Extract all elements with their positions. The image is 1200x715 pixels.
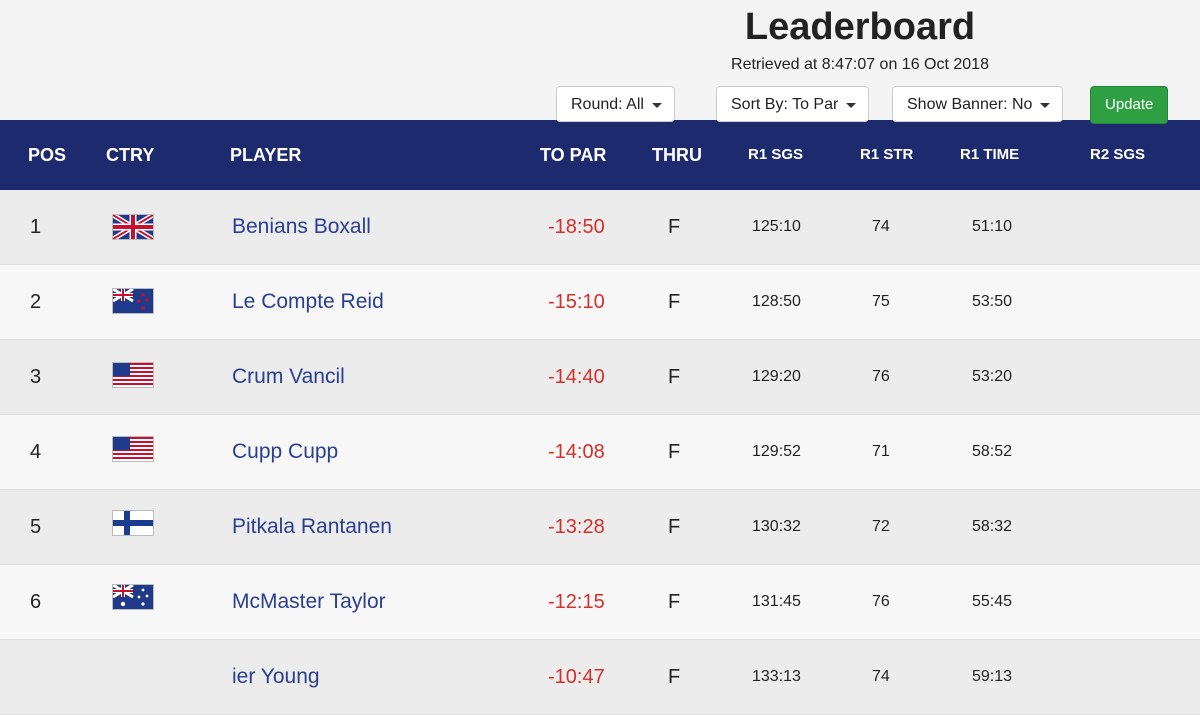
thru: F bbox=[668, 516, 681, 538]
round-select[interactable]: Round: All bbox=[556, 86, 675, 122]
flag-cell bbox=[112, 486, 156, 560]
flag-cell bbox=[112, 560, 156, 634]
col-r1-sgs: R1 SGS bbox=[748, 146, 804, 163]
player-name[interactable]: Cupp Cupp bbox=[232, 440, 339, 463]
col-thru: THRU bbox=[652, 145, 702, 165]
r1-time: 58:52 bbox=[972, 443, 1013, 460]
to-par: -14:40 bbox=[548, 366, 605, 388]
table-row[interactable]: 1 Benians Boxall -18:50 F 125:10 74 51:10 bbox=[0, 190, 1200, 265]
col-ctry: CTRY bbox=[106, 145, 155, 165]
update-button[interactable]: Update bbox=[1090, 86, 1169, 124]
to-par: -12:15 bbox=[548, 591, 605, 613]
flag-us bbox=[112, 436, 154, 462]
player-name[interactable]: Pitkala Rantanen bbox=[232, 515, 392, 538]
r1-time: 53:50 bbox=[972, 293, 1013, 310]
thru: F bbox=[668, 666, 681, 688]
to-par: -13:28 bbox=[548, 516, 605, 538]
col-r2-sgs: R2 SGS bbox=[1090, 146, 1146, 163]
page-title: Leaderboard bbox=[744, 6, 976, 48]
r1-sgs: 133:13 bbox=[752, 668, 801, 685]
table-row[interactable]: 6 McMaster Taylor -12:15 F 131:45 76 55:45 bbox=[0, 565, 1200, 640]
player-name[interactable]: Crum Vancil bbox=[232, 365, 345, 388]
to-par: -15:10 bbox=[548, 291, 605, 313]
r1-sgs: 130:32 bbox=[752, 518, 801, 535]
player-name[interactable]: McMaster Taylor bbox=[232, 590, 386, 613]
table-header: POS CTRY PLAYER TO PAR THRU R1 SGS R1 ST… bbox=[0, 120, 1200, 190]
flag-us bbox=[112, 362, 154, 388]
r1-time: 58:32 bbox=[972, 518, 1013, 535]
r1-str: 74 bbox=[872, 668, 890, 685]
retrieved-time: Retrieved at 8:47:07 on 16 Oct 2018 bbox=[731, 56, 989, 73]
player-name[interactable]: ier Young bbox=[232, 665, 320, 688]
r1-str: 76 bbox=[872, 368, 890, 385]
to-par: -18:50 bbox=[548, 216, 605, 238]
table-row[interactable]: 5 Pitkala Rantanen -13:28 F 130:32 72 58:32 bbox=[0, 490, 1200, 565]
table-row[interactable]: ier Young -10:47 F 133:13 74 59:13 bbox=[0, 640, 1200, 715]
flag-nz bbox=[112, 288, 154, 314]
thru: F bbox=[668, 291, 681, 313]
thru: F bbox=[668, 591, 681, 613]
r1-time: 53:20 bbox=[972, 368, 1013, 385]
pos-cell: 1 bbox=[30, 216, 42, 238]
pos-cell: 3 bbox=[30, 366, 42, 388]
pos-cell: 6 bbox=[30, 591, 42, 613]
flag-cell bbox=[112, 264, 156, 338]
table-row[interactable]: 4 Cupp Cupp -14:08 F 129:52 71 58:52 bbox=[0, 415, 1200, 490]
player-name[interactable]: Benians Boxall bbox=[232, 215, 371, 238]
flag-fi bbox=[112, 510, 154, 536]
r1-time: 51:10 bbox=[972, 218, 1013, 235]
table-body: 1 Benians Boxall -18:50 F 125:10 74 51:10 2 Le C… bbox=[0, 190, 1200, 715]
flag-cell bbox=[112, 412, 156, 486]
r1-time: 59:13 bbox=[972, 668, 1013, 685]
r1-sgs: 128:50 bbox=[752, 293, 801, 310]
pos-cell: 5 bbox=[30, 516, 42, 538]
sort-select[interactable]: Sort By: To Par bbox=[716, 86, 870, 122]
r1-sgs: 131:45 bbox=[752, 593, 801, 610]
flag-cell bbox=[112, 190, 156, 264]
to-par: -10:47 bbox=[548, 666, 605, 688]
thru: F bbox=[668, 366, 681, 388]
banner-select[interactable]: Show Banner: No bbox=[892, 86, 1064, 122]
flag-cell bbox=[112, 338, 156, 412]
col-r1-time: R1 TIME bbox=[960, 146, 1020, 163]
to-par: -14:08 bbox=[548, 441, 605, 463]
r1-str: 71 bbox=[872, 443, 890, 460]
r1-str: 75 bbox=[872, 293, 890, 310]
thru: F bbox=[668, 441, 681, 463]
pos-cell: 2 bbox=[30, 291, 42, 313]
table-row[interactable]: 2 Le Compte Reid -15:10 F 128:50 75 53:50 bbox=[0, 265, 1200, 340]
flag-gb bbox=[112, 214, 154, 240]
table-row[interactable]: 3 Crum Vancil -14:40 F 129:20 76 53:20 bbox=[0, 340, 1200, 415]
col-r1-str: R1 STR bbox=[860, 146, 914, 163]
flag-column bbox=[112, 190, 156, 634]
col-player: PLAYER bbox=[230, 145, 302, 165]
flag-au bbox=[112, 584, 154, 610]
r1-sgs: 129:20 bbox=[752, 368, 801, 385]
pos-cell: 4 bbox=[30, 441, 42, 463]
player-name[interactable]: Le Compte Reid bbox=[232, 290, 384, 313]
col-pos: POS bbox=[28, 145, 67, 165]
col-to-par: TO PAR bbox=[540, 145, 607, 165]
r1-time: 55:45 bbox=[972, 593, 1013, 610]
r1-str: 72 bbox=[872, 518, 890, 535]
thru: F bbox=[668, 216, 681, 238]
r1-sgs: 129:52 bbox=[752, 443, 801, 460]
r1-str: 74 bbox=[872, 218, 890, 235]
r1-sgs: 125:10 bbox=[752, 218, 801, 235]
r1-str: 76 bbox=[872, 593, 890, 610]
